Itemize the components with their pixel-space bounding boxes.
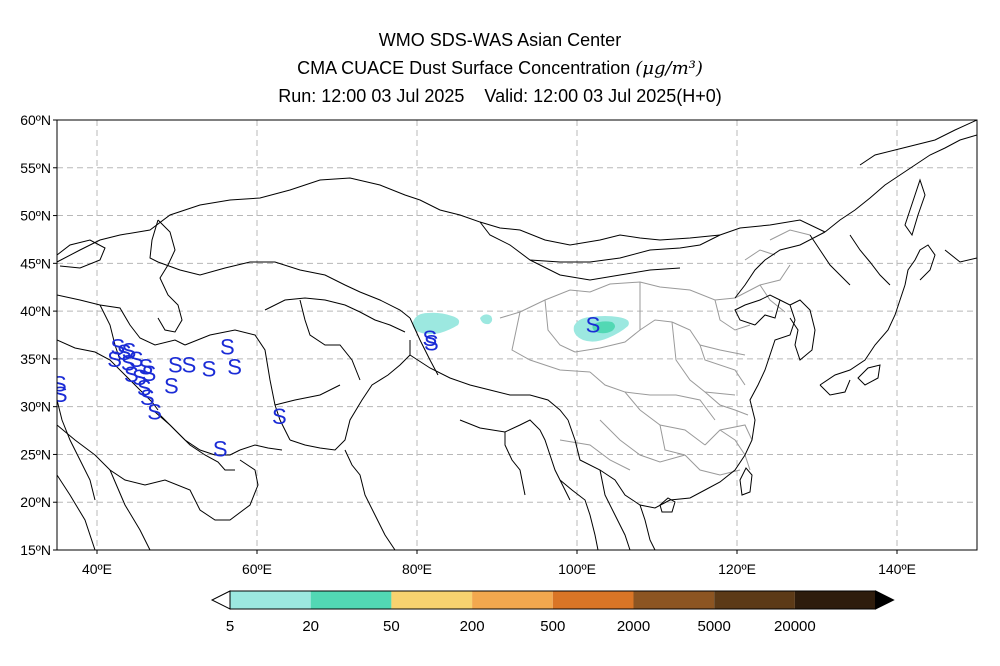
colorbar-label: 20000	[774, 618, 816, 635]
colorbar-label: 200	[460, 618, 485, 635]
product-name: CMA CUACE Dust Surface Concentration	[297, 58, 631, 78]
colorbar-label: 5	[226, 618, 234, 635]
dust-area-tarim-east	[480, 314, 493, 325]
unit-label: (μg/m³)	[635, 58, 703, 79]
colorbar-label: 5000	[698, 618, 731, 635]
valid-time-label: Valid: 12:00 03 Jul 2025(H+0)	[484, 86, 722, 106]
dust-station-marker: S	[140, 385, 155, 410]
colorbar-label: 2000	[617, 618, 650, 635]
country-borders-coastlines	[57, 120, 977, 550]
dust-station-marker: S	[220, 334, 235, 359]
lat-tick-label: 30ºN	[20, 399, 51, 415]
lat-tick-label: 15ºN	[20, 542, 51, 558]
dust-station-marker: S	[164, 374, 179, 399]
dust-station-marker: S	[168, 353, 183, 378]
lon-tick-label: 80ºE	[402, 561, 432, 577]
colorbar-label: 20	[302, 618, 319, 635]
dust-station-marker: S	[124, 362, 139, 387]
dust-station-marker: S	[121, 351, 136, 376]
lon-tick-label: 40ºE	[82, 561, 112, 577]
dust-station-marker: S	[138, 355, 153, 380]
map-background	[57, 120, 977, 550]
run-valid-line: Run: 12:00 03 Jul 2025 Valid: 12:00 03 J…	[0, 86, 1000, 107]
lat-tick-label: 20ºN	[20, 494, 51, 510]
dust-area-tarim	[412, 312, 460, 335]
colorbar-outline	[229, 590, 877, 610]
lat-tick-label: 45ºN	[20, 255, 51, 271]
dust-station-marker: S	[227, 355, 242, 380]
lon-tick-label: 60ºE	[242, 561, 272, 577]
lon-tick-label: 100ºE	[558, 561, 596, 577]
dust-station-marker: S	[52, 372, 67, 397]
lon-tick-label: 120ºE	[718, 561, 756, 577]
map-subtitle: CMA CUACE Dust Surface Concentration (μg…	[0, 58, 1000, 79]
map-frame	[56, 119, 978, 551]
dust-station-marker: S	[117, 340, 132, 365]
dust-station-marker: S	[137, 376, 152, 401]
colorbar-swatch	[552, 591, 634, 609]
colorbar-swatch	[391, 591, 473, 609]
dust-station-marker: S	[424, 331, 439, 356]
axis-ticks: 40ºE 60ºE 80ºE 100ºE 120ºE 140ºE 60ºN 55ºN 50ºN 4…	[20, 112, 916, 577]
dust-concentration-areas	[412, 312, 629, 342]
province-boundaries	[499, 229, 811, 476]
concentration-colorbar: 5 20 50 200 500 2000 5000 20000	[210, 590, 895, 635]
dust-station-marker: S	[147, 399, 162, 424]
lat-tick-label: 55ºN	[20, 160, 51, 176]
dust-station-marker: S	[182, 353, 197, 378]
lat-tick-label: 40ºN	[20, 303, 51, 319]
dust-station-marker: S	[142, 361, 157, 386]
dust-station-marker: S	[422, 326, 437, 351]
dust-station-marker: S	[272, 404, 287, 429]
dust-station-marker: S	[110, 334, 125, 359]
dust-area-qaidam-core	[592, 321, 615, 334]
colorbar-swatch	[230, 591, 311, 609]
dust-station-marker: S	[213, 437, 228, 462]
colorbar-swatch	[794, 591, 876, 609]
dust-station-marker: S	[107, 347, 122, 372]
colorbar-swatch	[310, 591, 392, 609]
lat-tick-label: 35ºN	[20, 351, 51, 367]
run-time-label: Run: 12:00 03 Jul 2025	[278, 86, 465, 106]
map-title: WMO SDS-WAS Asian Center	[378, 30, 622, 50]
colorbar-over-arrow	[875, 590, 895, 610]
lat-tick-label: 60ºN	[20, 112, 51, 128]
lon-tick-label: 140ºE	[878, 561, 916, 577]
colorbar-label: 50	[383, 618, 400, 635]
dust-station-marker: S	[53, 382, 68, 407]
lat-tick-label: 25ºN	[20, 446, 51, 462]
colorbar-swatch	[714, 591, 795, 609]
dust-station-marker: S	[132, 365, 147, 390]
colorbar-swatch	[472, 591, 553, 609]
dust-station-marker: S	[586, 312, 601, 337]
dust-station-marker: S	[202, 356, 217, 381]
lat-tick-label: 50ºN	[20, 208, 51, 224]
colorbar-under-arrow	[210, 590, 231, 610]
colorbar-label: 500	[540, 618, 565, 635]
dust-station-marker: S	[129, 347, 144, 372]
dust-station-marker: S	[122, 338, 137, 363]
colorbar-swatch	[633, 591, 715, 609]
